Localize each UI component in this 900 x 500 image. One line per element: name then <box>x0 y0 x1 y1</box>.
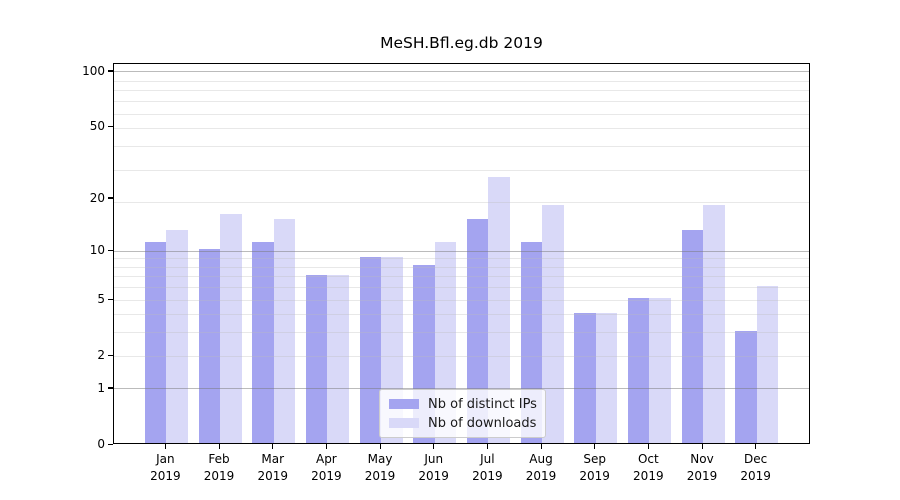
x-tick-mark <box>218 444 220 449</box>
gridline <box>114 80 809 82</box>
y-tick-label: 5 <box>97 292 105 307</box>
bar-distinct-ips <box>627 298 650 443</box>
y-tick-label: 2 <box>97 348 105 363</box>
y-tick-mark <box>108 387 113 389</box>
x-tick-label: Nov 2019 <box>686 452 718 483</box>
gridline <box>114 146 809 148</box>
y-tick-label: 10 <box>89 243 105 258</box>
bar-distinct-ips <box>198 249 221 443</box>
gridline <box>114 276 809 278</box>
gridline <box>114 332 809 334</box>
x-tick-mark <box>701 444 703 449</box>
x-tick-label: Apr 2019 <box>311 452 342 483</box>
gridline <box>114 169 809 171</box>
bar-distinct-ips <box>466 218 489 443</box>
bar-downloads <box>327 274 349 443</box>
y-tick-label: 100 <box>82 63 105 78</box>
x-tick-mark <box>379 444 381 449</box>
bar-distinct-ips <box>144 242 167 443</box>
x-tick-mark <box>272 444 274 449</box>
gridline <box>114 314 809 316</box>
y-tick-label: 0 <box>97 437 105 451</box>
gridline <box>114 113 809 115</box>
x-tick-label: Jan 2019 <box>150 452 181 483</box>
plot-area: Nb of distinct IPs Nb of downloads <box>113 63 810 444</box>
bar-distinct-ips <box>305 274 328 443</box>
bar-distinct-ips <box>252 242 274 443</box>
legend-label: Nb of distinct IPs <box>428 396 537 412</box>
x-tick-mark <box>755 444 757 449</box>
bar-downloads <box>756 285 779 443</box>
bar-downloads <box>220 214 242 443</box>
bar-distinct-ips <box>681 229 703 443</box>
y-tick-label: 20 <box>89 190 105 205</box>
y-tick-mark <box>108 354 113 356</box>
legend-item-downloads: Nb of downloads <box>389 415 537 431</box>
x-tick-label: Aug 2019 <box>525 452 557 483</box>
gridline <box>114 355 809 357</box>
bar-distinct-ips <box>359 256 382 443</box>
gridline <box>114 250 809 252</box>
gridline <box>114 128 809 130</box>
gridline <box>114 258 809 260</box>
chart-title: MeSH.Bfl.eg.db 2019 <box>380 34 543 52</box>
bar-downloads <box>649 298 671 443</box>
gridline <box>114 388 809 390</box>
downloads-swatch <box>389 418 419 428</box>
distinct-ips-swatch <box>389 399 419 409</box>
bar-downloads <box>273 218 296 443</box>
x-tick-mark <box>486 444 489 449</box>
x-tick-label: Mar 2019 <box>257 452 288 483</box>
x-tick-label: Jul 2019 <box>472 452 503 483</box>
bar-downloads <box>703 205 725 443</box>
x-tick-label: May 2019 <box>364 452 396 483</box>
x-tick-mark <box>647 444 650 449</box>
bar-downloads <box>488 176 510 443</box>
bar-distinct-ips <box>574 312 596 443</box>
gridline <box>114 101 809 103</box>
x-tick-mark <box>594 444 596 449</box>
y-tick-label: 1 <box>97 380 105 395</box>
bar-downloads <box>542 205 564 443</box>
y-tick-mark <box>108 249 113 251</box>
y-tick-mark <box>108 443 113 445</box>
y-tick-mark <box>108 197 113 199</box>
x-tick-label: Dec 2019 <box>740 452 771 483</box>
bar-downloads <box>166 229 188 443</box>
legend: Nb of distinct IPs Nb of downloads <box>379 389 546 438</box>
legend-label: Nb of downloads <box>428 415 537 431</box>
y-tick-mark <box>108 70 113 72</box>
gridline <box>114 287 809 289</box>
x-tick-mark <box>433 444 435 449</box>
x-tick-mark <box>325 444 328 449</box>
y-tick-label: 50 <box>89 119 105 134</box>
gridline <box>114 299 809 301</box>
gridline <box>114 266 809 268</box>
y-tick-mark <box>108 125 113 127</box>
bar-downloads <box>595 312 618 443</box>
legend-item-distinct-ips: Nb of distinct IPs <box>389 396 537 412</box>
x-tick-mark <box>164 444 167 449</box>
gridline <box>114 90 809 92</box>
x-tick-label: Feb 2019 <box>203 452 235 483</box>
x-tick-mark <box>540 444 542 449</box>
x-tick-label: Oct 2019 <box>633 452 664 483</box>
bar-distinct-ips <box>735 330 757 443</box>
x-tick-label: Jun 2019 <box>418 452 449 483</box>
y-tick-mark <box>108 298 113 300</box>
gridline <box>114 202 809 204</box>
x-tick-label: Sep 2019 <box>579 452 610 483</box>
gridline <box>114 71 809 73</box>
